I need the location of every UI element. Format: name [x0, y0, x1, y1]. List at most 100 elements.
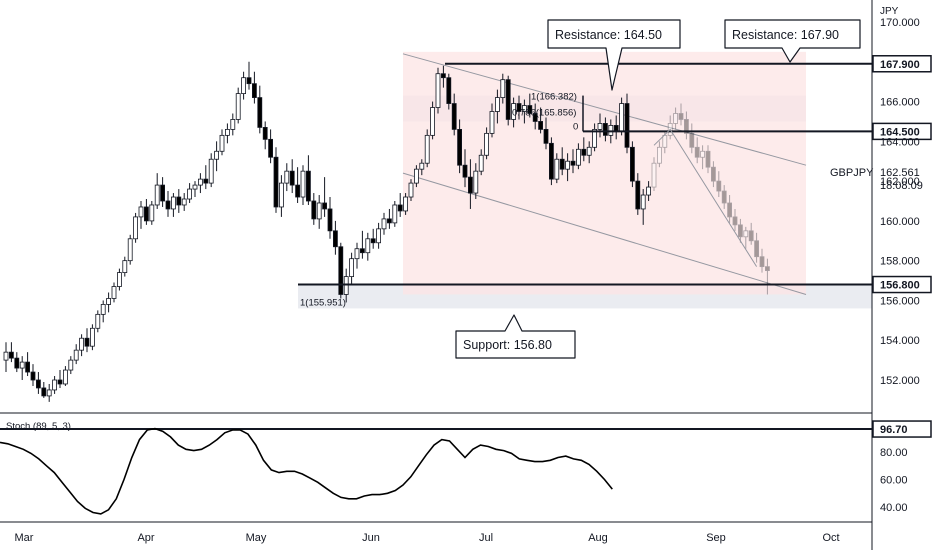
candle-body-up	[235, 93, 241, 120]
candle-body-up	[316, 202, 322, 220]
candle-body-down	[262, 127, 268, 140]
candle-body-down	[446, 77, 452, 104]
candle	[494, 89, 500, 124]
candle-body-down	[532, 113, 538, 122]
candle	[170, 193, 176, 217]
candle-body-up	[284, 170, 290, 184]
candle	[262, 121, 268, 150]
candle	[532, 103, 538, 130]
candle	[354, 242, 360, 269]
candle-body-down	[467, 176, 473, 194]
candle	[727, 195, 732, 223]
candle	[251, 71, 257, 104]
candle-body-down	[581, 148, 587, 156]
price-tick-label: 160.000	[880, 216, 920, 228]
price-tick-label: 162.000	[880, 176, 920, 188]
candle-body-up	[197, 178, 203, 186]
level-box	[872, 55, 932, 73]
candle	[273, 147, 279, 213]
candle-body-up	[430, 107, 436, 136]
candle-body-up	[100, 304, 106, 315]
candle	[403, 193, 409, 215]
candle-body-up	[657, 146, 662, 164]
candle	[565, 153, 570, 182]
candle	[748, 222, 754, 245]
candle-body-up	[241, 77, 247, 94]
candle-body-up	[592, 128, 597, 148]
candle-body-up	[95, 313, 101, 329]
candle	[268, 129, 274, 164]
month-label: Aug	[588, 532, 608, 544]
callout-resistance-164	[547, 19, 681, 91]
candle-body-down	[370, 238, 376, 244]
stoch-tick-label: 80.00	[880, 447, 908, 459]
price-pane[interactable]: 167.900 164.500 156.800 1(166.382) 0.786(16…	[3, 19, 932, 402]
month-label: Mar	[15, 532, 34, 544]
candle	[322, 177, 328, 217]
fib-label: 1(155.951)	[300, 297, 346, 308]
price-axis[interactable]: JPY 170.000 166.000 164.000 162.000 160.000 1…	[880, 6, 920, 514]
candle	[365, 232, 371, 261]
candle-body-down	[624, 103, 630, 148]
callout-text: Resistance: 167.90	[732, 28, 839, 42]
candle	[46, 383, 52, 402]
candle-body-down	[176, 196, 182, 206]
stoch-level-label: 96.70	[880, 424, 908, 436]
candle	[570, 149, 576, 174]
candle	[311, 193, 317, 225]
candle	[549, 137, 554, 186]
candle	[370, 228, 376, 249]
candle	[359, 230, 365, 259]
candle	[522, 99, 527, 124]
candle	[457, 119, 463, 174]
stoch-tick-label: 40.00	[880, 502, 908, 514]
candle	[576, 143, 581, 170]
candle-body-up	[133, 216, 139, 240]
candle-body-up	[46, 389, 52, 397]
candle-body-down	[711, 166, 716, 182]
candle-body-down	[165, 200, 171, 210]
candle	[689, 123, 695, 154]
time-axis[interactable]: Mar Apr May Jun Jul Aug Sep Oct	[15, 532, 840, 544]
candle	[538, 107, 543, 134]
candle-body-up	[435, 73, 441, 108]
candle-body-down	[684, 119, 689, 134]
candle	[397, 193, 403, 217]
candle	[381, 212, 387, 235]
candle	[424, 129, 430, 168]
candle-body-down	[305, 170, 311, 202]
candle	[316, 195, 322, 229]
candle-body-down	[311, 200, 317, 220]
candle-body-down	[268, 138, 274, 158]
candle-body-up	[106, 298, 111, 305]
candle-body-up	[554, 158, 560, 180]
candle-body-up	[494, 97, 500, 112]
candle-body-up	[181, 198, 187, 206]
candle	[338, 242, 344, 299]
candle-body-up	[170, 196, 176, 210]
candle-body-up	[73, 349, 79, 361]
candle	[8, 342, 14, 363]
candle-body-down	[559, 158, 565, 170]
candle-body-down	[678, 113, 684, 120]
candle-body-down	[251, 83, 257, 98]
candle-body-down	[327, 208, 333, 232]
candle	[413, 165, 419, 188]
month-label: Jul	[479, 532, 493, 544]
candle-body-down	[322, 202, 328, 210]
candle-body-up	[403, 196, 409, 212]
stochastic-pane[interactable]: Stoch (89, 5, 3) 96.70	[0, 420, 932, 515]
candle-body-up	[349, 258, 355, 277]
candle	[603, 117, 608, 142]
month-label: Jun	[362, 532, 380, 544]
month-label: Sep	[706, 532, 726, 544]
channel-upper-line	[402, 53, 807, 166]
candle	[84, 328, 90, 353]
candle	[3, 342, 9, 373]
candle-body-up	[192, 184, 198, 190]
candle-body-down	[203, 178, 209, 184]
candle	[592, 123, 597, 152]
candle-body-down	[359, 248, 365, 254]
candle-body-up	[79, 337, 84, 351]
